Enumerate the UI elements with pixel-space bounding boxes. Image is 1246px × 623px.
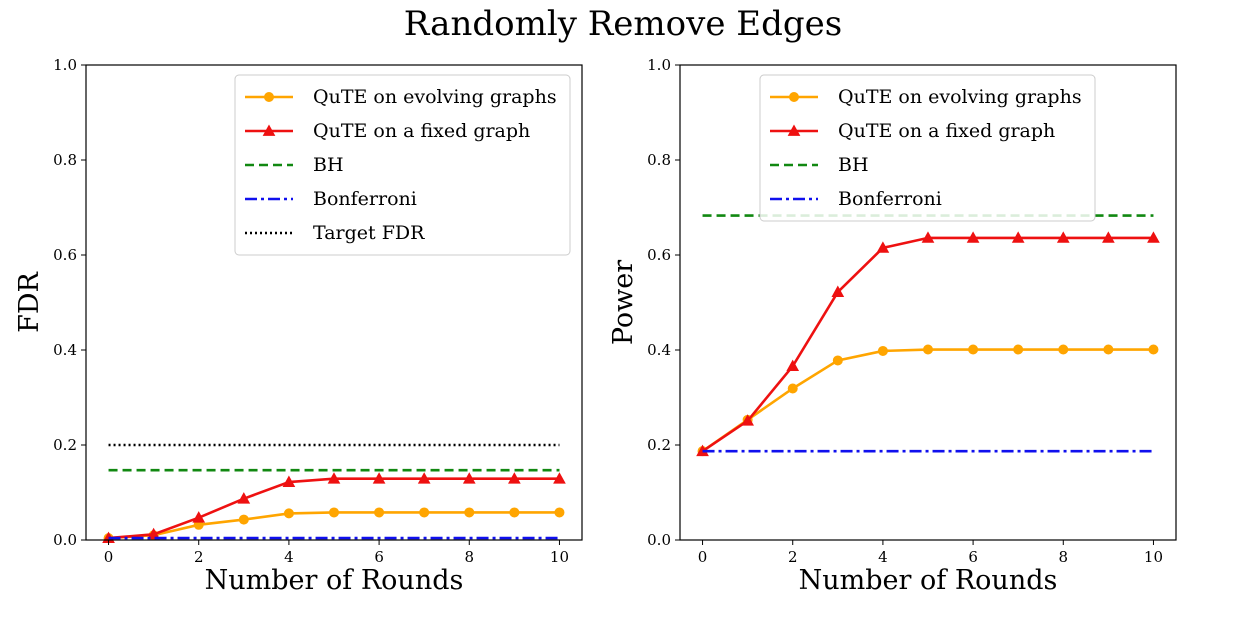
- data-point: [1058, 344, 1069, 355]
- plot-frame: [679, 64, 1177, 541]
- data-point: [464, 507, 475, 518]
- data-point: [417, 472, 431, 484]
- data-point: [327, 472, 341, 484]
- legend-item: Target FDR: [245, 222, 425, 244]
- legend-item: Bonferroni: [245, 188, 417, 210]
- data-point: [966, 231, 980, 243]
- legend-label: BH: [313, 154, 344, 176]
- legend-item: QuTE on evolving graphs: [245, 86, 557, 108]
- legend-item: QuTE on a fixed graph: [245, 120, 530, 142]
- data-point: [372, 472, 386, 484]
- legend: QuTE on evolving graphs QuTE on a fixed g…: [759, 74, 1096, 222]
- y-tick-label: 0.6: [53, 246, 77, 264]
- series-qute-on-a-fixed-graph: [696, 231, 1160, 457]
- legend-item: Bonferroni: [770, 188, 942, 210]
- data-point: [192, 511, 206, 523]
- data-point: [923, 344, 933, 355]
- legend-label: QuTE on evolving graphs: [313, 86, 557, 108]
- legend-box: [759, 74, 1096, 222]
- y-axis-label: FDR: [14, 271, 45, 332]
- x-tick-label: 6: [374, 548, 384, 566]
- legend-item: QuTE on evolving graphs: [770, 86, 1082, 108]
- series-line-qute-on-evolving-graphs: [701, 348, 1154, 453]
- data-point: [553, 472, 566, 484]
- x-tick-label: 10: [1144, 548, 1163, 566]
- x-tick-label: 8: [1058, 548, 1068, 566]
- y-tick-label: 1.0: [647, 56, 671, 74]
- y-tick-label: 0.0: [53, 531, 77, 549]
- y-axis-label: Power: [608, 260, 639, 345]
- y-tick-label: 0.6: [647, 246, 671, 264]
- data-point: [741, 414, 754, 426]
- data-point: [147, 527, 160, 540]
- legend-marker: [262, 124, 276, 136]
- x-tick-label: 4: [878, 548, 888, 566]
- legend-item: QuTE on a fixed graph: [770, 120, 1055, 142]
- data-point: [419, 507, 430, 518]
- data-point: [554, 507, 565, 518]
- legend-label: QuTE on evolving graphs: [838, 86, 1082, 108]
- y-tick-label: 0.8: [647, 151, 671, 169]
- data-point: [509, 507, 520, 518]
- y-tick-label: 0.4: [53, 341, 77, 359]
- data-point: [1056, 231, 1070, 243]
- data-point: [832, 355, 843, 366]
- data-point: [282, 475, 296, 487]
- legend-marker: [264, 92, 274, 102]
- x-tick-label: 8: [464, 548, 474, 566]
- x-tick-label: 4: [284, 548, 294, 566]
- data-point: [876, 241, 890, 253]
- data-point: [283, 508, 294, 519]
- data-point: [1013, 344, 1024, 355]
- y-tick-label: 0.8: [53, 151, 77, 169]
- x-tick-label: 6: [968, 548, 978, 566]
- legend-label: Target FDR: [313, 222, 425, 244]
- data-point: [238, 514, 249, 525]
- plot-frame: [85, 64, 583, 541]
- x-tick-label: 2: [788, 548, 798, 566]
- y-tick-label: 0.2: [53, 436, 77, 454]
- data-point: [921, 231, 935, 243]
- legend-marker: [789, 92, 799, 102]
- x-axis-label: Number of Rounds: [799, 565, 1058, 596]
- x-tick-label: 10: [550, 548, 569, 566]
- data-point: [1148, 344, 1159, 355]
- figure-title: Randomly Remove Edges: [403, 4, 843, 44]
- data-point: [1011, 231, 1025, 243]
- y-tick-label: 0.2: [647, 436, 671, 454]
- legend-marker: [787, 124, 801, 136]
- y-tick-label: 0.4: [647, 341, 671, 359]
- legend-label: QuTE on a fixed graph: [838, 120, 1055, 142]
- x-axis-label: Number of Rounds: [205, 565, 464, 596]
- data-point: [237, 492, 251, 504]
- x-tick-label: 2: [194, 548, 204, 566]
- legend-label: Bonferroni: [313, 188, 417, 210]
- legend-label: Bonferroni: [838, 188, 942, 210]
- data-point: [877, 345, 888, 356]
- legend-item: BH: [770, 154, 869, 176]
- data-point: [462, 472, 476, 484]
- legend: QuTE on evolving graphs QuTE on a fixed g…: [234, 74, 571, 256]
- data-point: [786, 359, 800, 372]
- legend-item: BH: [245, 154, 344, 176]
- data-point: [831, 285, 845, 297]
- data-point: [968, 344, 979, 355]
- data-point: [1103, 344, 1114, 355]
- data-point: [1102, 231, 1115, 243]
- data-point: [787, 383, 798, 394]
- data-point: [329, 507, 339, 518]
- legend-box: [234, 74, 571, 256]
- x-tick-label: 0: [698, 548, 708, 566]
- data-point: [508, 472, 521, 484]
- y-tick-label: 0.0: [647, 531, 671, 549]
- y-tick-label: 1.0: [53, 56, 77, 74]
- legend-label: BH: [838, 154, 869, 176]
- series-qute-on-evolving-graphs: [697, 344, 1159, 457]
- data-point: [374, 507, 385, 518]
- x-tick-label: 0: [104, 548, 114, 566]
- legend-label: QuTE on a fixed graph: [313, 120, 530, 142]
- data-point: [1147, 231, 1160, 243]
